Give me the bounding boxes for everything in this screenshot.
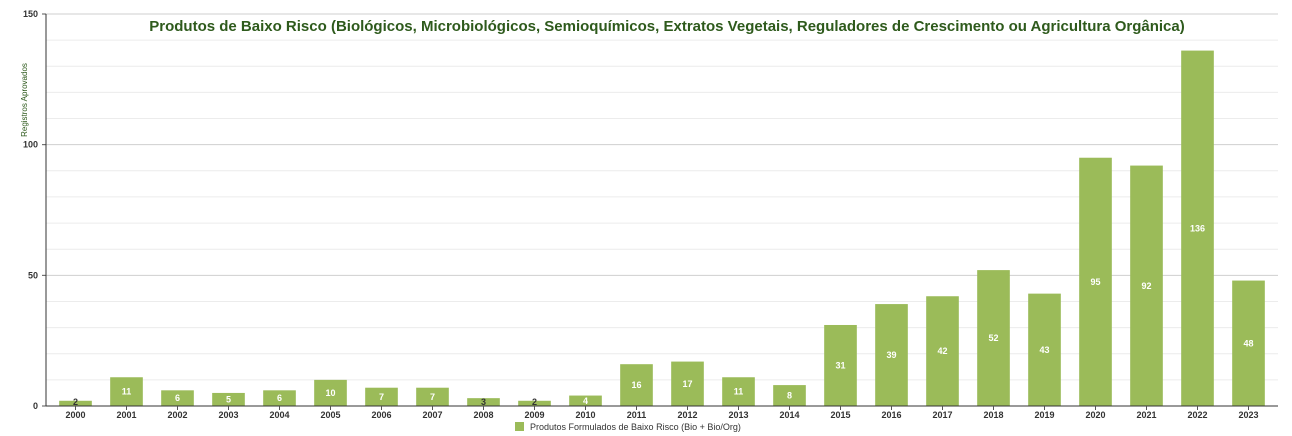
data-label: 3 xyxy=(481,397,486,407)
x-tick-label: 2006 xyxy=(371,410,391,420)
x-tick-label: 2018 xyxy=(983,410,1003,420)
data-label: 17 xyxy=(682,379,692,389)
data-label: 8 xyxy=(787,391,792,401)
data-label: 136 xyxy=(1190,223,1205,233)
data-label: 11 xyxy=(734,387,744,397)
x-tick-label: 2005 xyxy=(320,410,340,420)
x-tick-label: 2016 xyxy=(881,410,901,420)
x-tick-label: 2003 xyxy=(218,410,238,420)
bar-2009 xyxy=(518,400,551,406)
data-label: 52 xyxy=(988,333,998,343)
x-tick-label: 2000 xyxy=(65,410,85,420)
chart-title: Produtos de Baixo Risco (Biológicos, Mic… xyxy=(149,18,1185,35)
data-label: 7 xyxy=(430,392,435,402)
x-tick-label: 2013 xyxy=(728,410,748,420)
x-tick-label: 2015 xyxy=(830,410,850,420)
x-tick-label: 2014 xyxy=(779,410,799,420)
data-label: 42 xyxy=(937,346,947,356)
data-label: 7 xyxy=(379,392,384,402)
bar-2007 xyxy=(416,387,449,406)
y-tick-label: 50 xyxy=(28,270,38,280)
data-label: 2 xyxy=(73,397,78,407)
data-label: 92 xyxy=(1141,281,1151,291)
x-tick-label: 2022 xyxy=(1187,410,1207,420)
y-tick-label: 150 xyxy=(23,9,38,19)
bar-2016 xyxy=(875,304,908,406)
y-axis-label: Registros Aprovados xyxy=(20,63,29,137)
data-label: 4 xyxy=(583,396,588,406)
x-tick-label: 2007 xyxy=(422,410,442,420)
data-label: 39 xyxy=(886,350,896,360)
bar-2014 xyxy=(773,385,806,406)
data-label: 43 xyxy=(1039,345,1049,355)
bar-2020 xyxy=(1079,157,1112,406)
bar-2021 xyxy=(1130,165,1163,406)
x-tick-label: 2002 xyxy=(167,410,187,420)
bar-2001 xyxy=(110,377,143,406)
data-label: 11 xyxy=(122,387,132,397)
axes: 0 50 100 150 2000 2001 2002 2003 2004 2005 2006 200… xyxy=(23,9,1278,420)
bars: 2 11 6 5 6 10 7 7 3 2 4 16 17 11 8 31 39 42 52 43 95 92 136 48 xyxy=(59,50,1265,407)
x-tick-label: 2020 xyxy=(1085,410,1105,420)
data-label: 16 xyxy=(631,380,641,390)
x-tick-label: 2001 xyxy=(116,410,136,420)
bar-2011 xyxy=(620,364,653,406)
bar-2006 xyxy=(365,387,398,406)
bar-2017 xyxy=(926,296,959,406)
bar-2019 xyxy=(1028,293,1061,406)
x-tick-label: 2008 xyxy=(473,410,493,420)
bar-2000 xyxy=(59,400,92,406)
bar-2003 xyxy=(212,392,245,406)
data-label: 95 xyxy=(1090,277,1100,287)
x-tick-label: 2021 xyxy=(1136,410,1156,420)
data-label: 6 xyxy=(277,393,282,403)
x-tick-label: 2012 xyxy=(677,410,697,420)
x-tick-label: 2004 xyxy=(269,410,289,420)
data-label: 48 xyxy=(1243,338,1253,348)
x-tick-label: 2010 xyxy=(575,410,595,420)
y-tick-label: 0 xyxy=(33,401,38,411)
bar-2002 xyxy=(161,390,194,406)
data-label: 2 xyxy=(532,397,537,407)
x-tick-label: 2019 xyxy=(1034,410,1054,420)
bar-2010 xyxy=(569,395,602,406)
bar-2018 xyxy=(977,270,1010,406)
bar-2015 xyxy=(824,324,857,406)
data-label: 31 xyxy=(835,360,845,370)
bar-2004 xyxy=(263,390,296,406)
bar-2012 xyxy=(671,361,704,406)
legend-label: Produtos Formulados de Baixo Risco (Bio … xyxy=(530,422,741,432)
gridlines xyxy=(46,13,1278,381)
bar-2013 xyxy=(722,377,755,406)
data-label: 6 xyxy=(175,393,180,403)
bar-2008 xyxy=(467,398,500,406)
data-label: 10 xyxy=(325,388,335,398)
bar-2022 xyxy=(1181,50,1214,406)
x-tick-label: 2017 xyxy=(932,410,952,420)
data-label: 5 xyxy=(226,394,231,404)
x-tick-label: 2023 xyxy=(1238,410,1258,420)
bar-2023 xyxy=(1232,280,1265,406)
bar-2005 xyxy=(314,379,347,406)
x-tick-label: 2009 xyxy=(524,410,544,420)
legend-swatch xyxy=(515,422,524,431)
legend: Produtos Formulados de Baixo Risco (Bio … xyxy=(515,422,741,432)
x-tick-label: 2011 xyxy=(627,410,647,420)
y-tick-label: 100 xyxy=(23,140,38,150)
